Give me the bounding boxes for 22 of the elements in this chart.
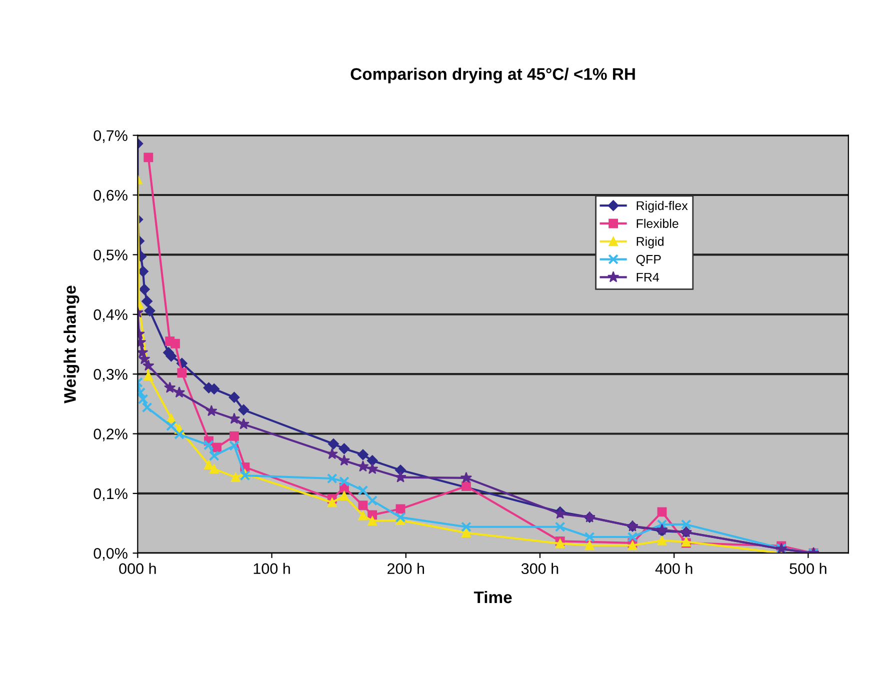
x-axis-title: Time (474, 590, 512, 604)
y-axis-title: Weight change (64, 286, 80, 404)
legend-label: QFP (636, 254, 661, 266)
legend-label: Rigid-flex (636, 200, 688, 213)
y-tick-label: 0,1% (94, 488, 128, 501)
x-tick-label: 300 h (521, 562, 558, 574)
y-tick-label: 0,5% (94, 250, 128, 262)
y-tick-label: 0,4% (94, 309, 128, 322)
x-tick-label: 100 h (254, 562, 290, 574)
y-tick-label: 0,2% (94, 428, 128, 442)
chart-title: Comparison drying at 45°C/ <1% RH (350, 68, 635, 84)
legend-label: Rigid (636, 236, 664, 248)
legend-label: Flexible (636, 218, 678, 228)
legend-label: FR4 (636, 272, 660, 282)
y-tick-label: 0,0% (94, 548, 128, 561)
x-tick-label: 400 h (655, 562, 692, 574)
x-tick-label: 500 h (790, 562, 826, 574)
y-tick-label: 0,3% (94, 368, 128, 382)
y-tick-label: 0,6% (94, 190, 128, 203)
y-tick-label: 0,7% (94, 130, 128, 143)
x-tick-label: 200 h (388, 562, 424, 574)
x-tick-label: 000 h (119, 562, 156, 574)
